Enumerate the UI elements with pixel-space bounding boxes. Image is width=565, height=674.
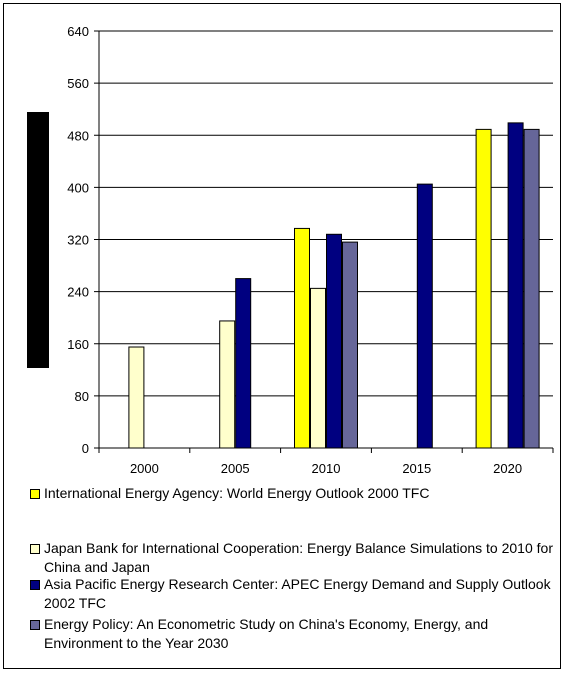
- x-tick-label: 2010: [312, 461, 341, 476]
- bar-2010-series-3: [326, 233, 342, 449]
- legend-label: Asia Pacific Energy Research Center: APE…: [44, 576, 551, 611]
- legend-entry-4: Energy Policy: An Econometric Study on C…: [30, 615, 564, 653]
- legend-entry-3: Asia Pacific Energy Research Center: APE…: [30, 575, 564, 613]
- chart-frame: [3, 3, 561, 669]
- y-axis-label-redacted: [27, 112, 49, 368]
- bar-2015-series-3: [416, 183, 433, 449]
- bar-chart: 0 80 160 240 320 400 480 560 640 2000 2005 2010 201…: [67, 24, 554, 476]
- legend-swatch: [30, 544, 40, 554]
- y-tick-label: 480: [67, 128, 89, 143]
- y-tick-label: 640: [67, 24, 89, 39]
- legend-entry-2: Japan Bank for International Cooperation…: [30, 539, 564, 577]
- legend-swatch: [30, 620, 40, 630]
- y-tick-label: 560: [67, 76, 89, 91]
- y-tick-label: 80: [75, 389, 89, 404]
- bar-2010-series-4: [342, 241, 358, 449]
- bar-2020-series-1: [475, 128, 492, 449]
- y-tick-label: 400: [67, 180, 89, 195]
- y-tick-label: 160: [67, 337, 89, 352]
- y-tick-label: 320: [67, 233, 89, 248]
- y-tick-label: 0: [82, 441, 89, 456]
- legend-swatch: [30, 580, 40, 590]
- x-tick-label: 2005: [221, 461, 250, 476]
- bar-2010-series-2: [310, 287, 326, 449]
- bar-2005-series-3: [235, 278, 252, 449]
- x-tick-label: 2015: [402, 461, 431, 476]
- legend-swatch: [30, 489, 40, 499]
- legend-label: International Energy Agency: World Energ…: [44, 485, 430, 501]
- legend-label: Japan Bank for International Cooperation…: [44, 540, 553, 575]
- bar-2010-series-1: [294, 227, 310, 449]
- bar-2000-series-2: [128, 346, 145, 449]
- legend-label: Energy Policy: An Econometric Study on C…: [44, 616, 489, 651]
- legend-entry-1: International Energy Agency: World Energ…: [30, 484, 564, 503]
- bar-2020-series-3: [507, 122, 524, 449]
- bar-2005-series-2: [219, 320, 236, 449]
- bar-2020-series-4: [523, 128, 540, 449]
- x-tick-label: 2000: [130, 461, 159, 476]
- x-tick-label: 2020: [493, 461, 522, 476]
- y-tick-label: 240: [67, 285, 89, 300]
